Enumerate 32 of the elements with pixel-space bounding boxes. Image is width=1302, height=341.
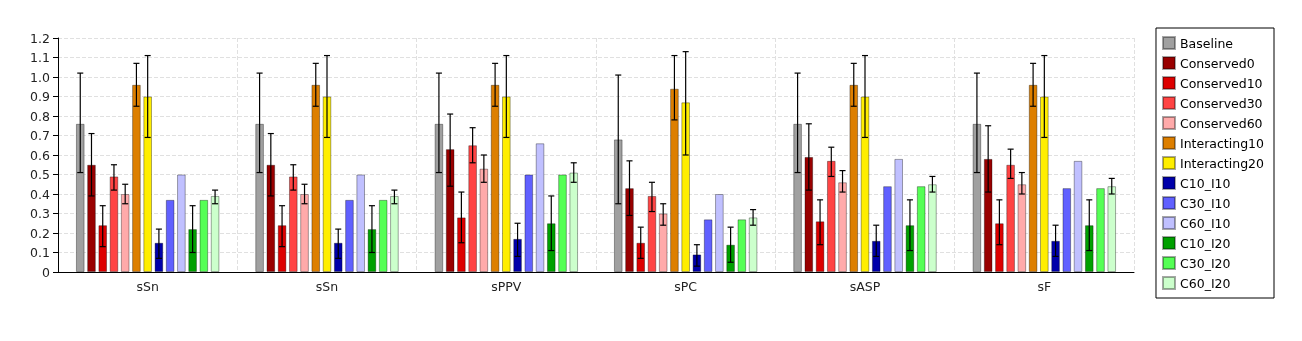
legend-label: Conserved10 bbox=[1179, 75, 1263, 91]
y-tick-label: 0.6 bbox=[30, 147, 51, 163]
y-tick-label: 0.3 bbox=[30, 206, 50, 221]
x-tick-label: sF bbox=[1037, 279, 1052, 294]
legend-label: C60_I10 bbox=[1179, 215, 1231, 231]
y-tick-label: 0.8 bbox=[30, 108, 51, 124]
legend-label: C10_I10 bbox=[1179, 175, 1231, 191]
x-tick-label: sPC bbox=[674, 279, 698, 294]
legend-label: C10_I20 bbox=[1179, 235, 1231, 251]
x-tick-label: sSn bbox=[136, 279, 159, 294]
y-tick-label: 0.2 bbox=[30, 225, 50, 241]
y-tick-label: 1.2 bbox=[30, 30, 50, 46]
legend-label: Conserved30 bbox=[1179, 95, 1263, 111]
legend-label: Baseline bbox=[1179, 35, 1234, 51]
legend-label: C30_I20 bbox=[1179, 255, 1231, 271]
legend-label: Interacting10 bbox=[1179, 135, 1265, 151]
x-tick-label: sASP bbox=[849, 279, 881, 294]
legend-label: C30_I10 bbox=[1179, 195, 1231, 211]
y-tick-label: 0.4 bbox=[30, 186, 51, 202]
x-tick-label: sPPV bbox=[491, 279, 522, 294]
legend-label: Interacting20 bbox=[1179, 155, 1265, 171]
y-tick-label: 0.5 bbox=[30, 167, 50, 182]
legend-label: Conserved60 bbox=[1179, 115, 1263, 131]
y-tick-label: 0 bbox=[42, 264, 51, 280]
y-tick-label: 0.7 bbox=[30, 128, 50, 143]
legend-label: Conserved0 bbox=[1179, 55, 1255, 71]
y-tick-label: 1.0 bbox=[30, 69, 51, 85]
y-tick-label: 0.1 bbox=[30, 245, 50, 260]
y-tick-label: 0.9 bbox=[30, 89, 51, 104]
y-tick-label: 1.1 bbox=[30, 50, 50, 65]
legend-label: C60_I20 bbox=[1179, 275, 1231, 291]
x-tick-label: sSn bbox=[315, 279, 339, 294]
